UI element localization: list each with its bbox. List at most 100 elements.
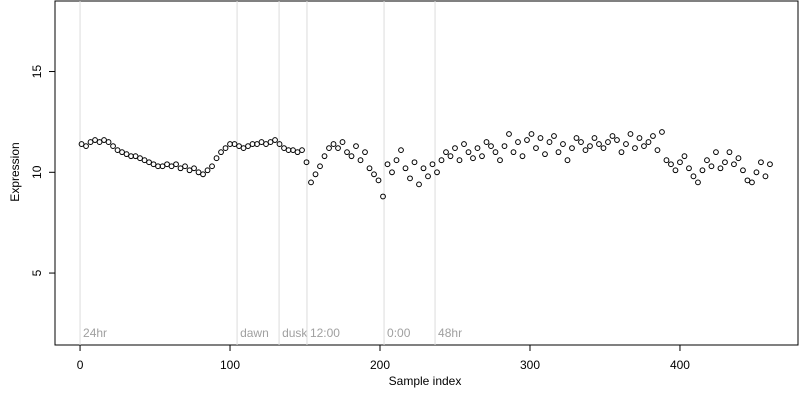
point	[443, 149, 449, 156]
point	[78, 141, 85, 147]
point	[587, 143, 593, 149]
point	[416, 181, 422, 188]
point	[92, 137, 98, 143]
plot-frame	[54, 0, 799, 346]
point	[524, 137, 530, 143]
x-axis-label: Sample index	[389, 374, 462, 388]
point	[240, 145, 247, 152]
point	[465, 149, 472, 156]
point	[393, 157, 400, 164]
point	[402, 165, 409, 172]
point	[762, 173, 769, 180]
point	[222, 145, 229, 152]
point	[101, 137, 107, 143]
point	[659, 129, 665, 135]
point	[407, 175, 413, 182]
point	[744, 177, 751, 184]
point	[708, 163, 715, 170]
point	[582, 147, 589, 154]
point	[519, 153, 526, 160]
annotation-label: dusk	[282, 326, 308, 340]
point	[600, 145, 607, 152]
point	[159, 163, 166, 170]
point	[479, 153, 485, 160]
y-tick-label: 5	[30, 269, 44, 276]
point	[483, 139, 490, 145]
point	[749, 179, 755, 186]
point	[560, 141, 566, 147]
point	[263, 141, 269, 147]
point	[272, 137, 278, 143]
point	[218, 149, 224, 156]
point	[317, 163, 323, 170]
point	[704, 157, 710, 164]
point	[164, 161, 170, 168]
point	[411, 159, 418, 166]
point	[470, 155, 476, 162]
point	[321, 153, 328, 160]
annotation-label: 0:00	[387, 326, 411, 340]
point	[699, 167, 706, 174]
point	[528, 131, 535, 137]
point	[371, 171, 377, 178]
point	[618, 149, 625, 156]
annotation-label: 48hr	[438, 326, 462, 340]
point	[735, 155, 742, 162]
point	[492, 149, 499, 156]
point	[168, 163, 175, 170]
point	[362, 149, 368, 156]
point	[96, 139, 103, 145]
point	[114, 147, 121, 154]
point	[690, 173, 697, 180]
point	[452, 145, 458, 152]
point	[632, 145, 638, 152]
point	[105, 139, 112, 145]
point	[200, 171, 206, 178]
point	[231, 141, 238, 147]
point	[236, 143, 242, 149]
point	[672, 167, 679, 174]
x-tick-label: 100	[220, 358, 240, 372]
point	[398, 147, 404, 154]
point	[456, 157, 463, 164]
point	[573, 135, 580, 141]
point	[623, 141, 629, 147]
point	[123, 151, 130, 158]
point	[717, 165, 724, 172]
point	[375, 177, 382, 184]
point	[150, 161, 157, 168]
point	[182, 163, 188, 170]
point	[173, 161, 179, 168]
annotation-label: dawn	[240, 326, 269, 340]
point	[191, 165, 197, 172]
point	[569, 145, 575, 152]
point	[515, 139, 521, 145]
y-axis-label: Expression	[8, 142, 22, 201]
point	[695, 179, 701, 186]
point	[605, 139, 611, 145]
point	[636, 135, 643, 141]
point	[681, 153, 688, 160]
point	[461, 141, 467, 147]
point	[614, 137, 620, 143]
point	[497, 157, 503, 164]
point	[177, 165, 184, 172]
point	[357, 157, 364, 164]
point	[299, 147, 305, 154]
point	[533, 145, 539, 152]
point	[267, 139, 274, 145]
point	[290, 147, 296, 154]
y-tick-label: 10	[30, 165, 44, 179]
point	[578, 139, 584, 145]
point	[141, 157, 148, 164]
point	[501, 143, 508, 149]
point	[186, 167, 193, 174]
point	[758, 159, 764, 166]
point	[276, 141, 283, 147]
point	[245, 143, 251, 149]
point	[348, 153, 355, 160]
point	[677, 159, 683, 166]
point	[447, 153, 454, 160]
point	[731, 161, 737, 168]
